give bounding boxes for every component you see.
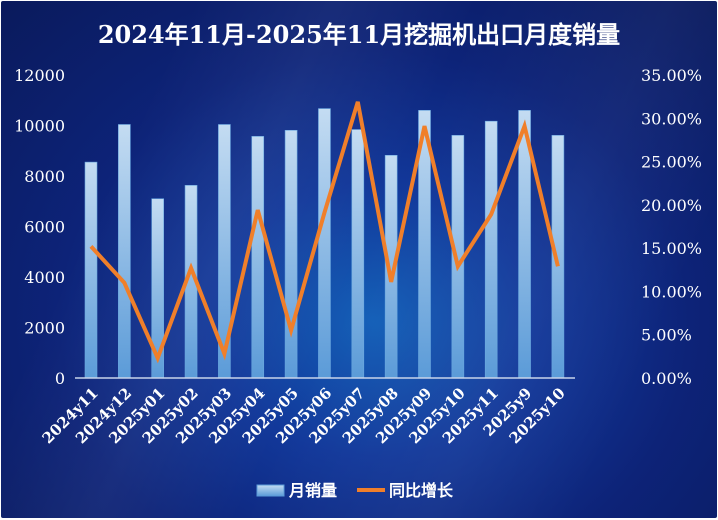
y-right-tick-label: 25.00%	[641, 153, 702, 172]
y-left-tick-label: 8000	[24, 167, 65, 186]
chart-title: 2024年11月-2025年11月挖掘机出口月度销量	[98, 20, 620, 49]
bar-2025y07	[351, 129, 365, 379]
bar-2025y11	[484, 120, 498, 379]
y-left-tick-label: 10000	[14, 117, 65, 136]
y-left-tick-label: 0	[55, 369, 65, 388]
bar-2025y05	[284, 129, 298, 379]
y-right-tick-label: 0.00%	[641, 369, 692, 388]
series-line-yoy	[89, 101, 560, 364]
y-right-tick-label: 15.00%	[641, 239, 702, 258]
bar-2025y06	[318, 108, 331, 379]
bar-2025y04	[251, 136, 265, 379]
y-left-tick-label: 2000	[24, 319, 65, 338]
y-left-tick-label: 6000	[24, 218, 65, 237]
bar-2024y12	[118, 124, 131, 379]
legend-label-bar: 月销量	[288, 481, 337, 500]
legend-label-line: 同比增长	[389, 481, 454, 500]
y-right-tick-label: 35.00%	[641, 66, 702, 85]
bar-2024y11	[84, 161, 98, 379]
y-right-tick-label: 5.00%	[641, 326, 692, 345]
y-left-tick-label: 4000	[24, 268, 65, 287]
y-right-tick-label: 10.00%	[641, 282, 702, 301]
y-left-tick-label: 12000	[14, 66, 65, 85]
y-right-tick-label: 30.00%	[641, 109, 702, 128]
y-right-tick-label: 20.00%	[641, 196, 702, 215]
legend-swatch-bar	[256, 484, 285, 497]
legend: 月销量 同比增长	[256, 481, 454, 500]
